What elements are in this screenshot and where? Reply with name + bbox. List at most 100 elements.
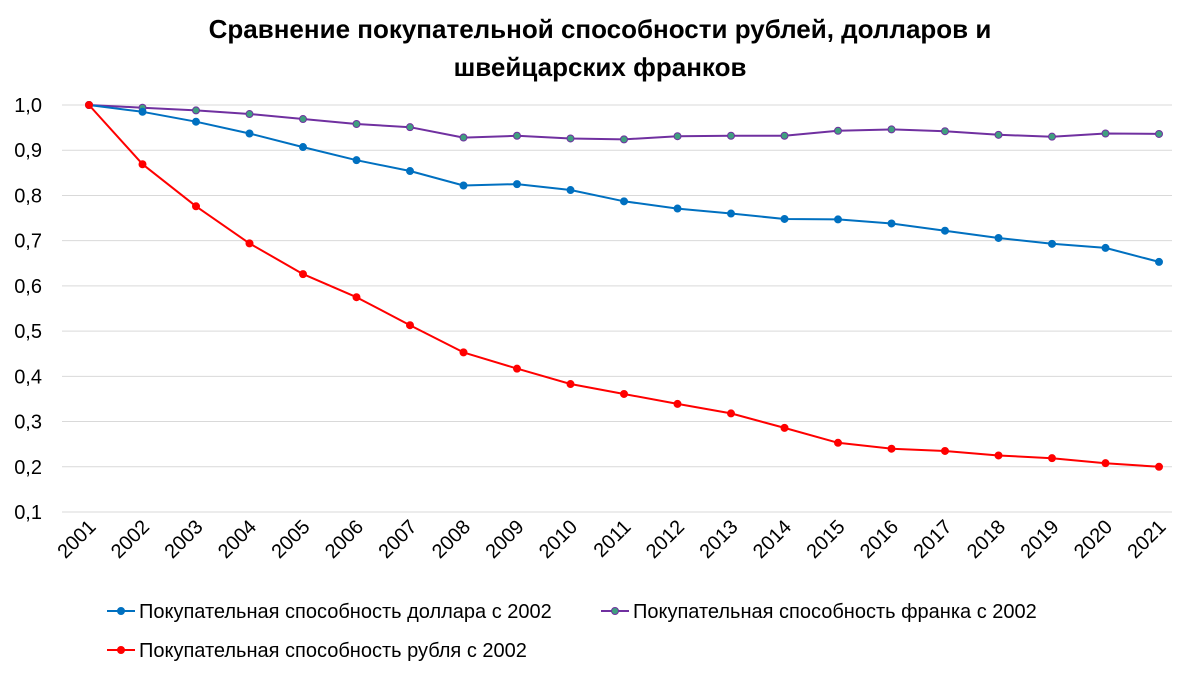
data-point — [621, 136, 628, 143]
y-tick-label: 0,9 — [14, 140, 42, 162]
data-point — [781, 132, 788, 139]
data-point — [1156, 463, 1163, 470]
chart-title-line-1: Сравнение покупательной способности рубл… — [209, 14, 992, 44]
gridlines — [62, 105, 1172, 512]
data-point — [300, 116, 307, 123]
y-tick-label: 1,0 — [14, 95, 42, 117]
x-tick-label: 2012 — [642, 516, 689, 563]
data-point — [835, 439, 842, 446]
legend-swatch-marker — [612, 608, 619, 615]
data-point — [781, 424, 788, 431]
data-point — [674, 205, 681, 212]
x-tick-label: 2003 — [161, 516, 208, 563]
y-tick-label: 0,4 — [14, 366, 42, 388]
data-point — [567, 135, 574, 142]
data-point — [888, 126, 895, 133]
x-tick-label: 2014 — [749, 516, 796, 563]
data-point — [246, 130, 253, 137]
data-point — [1102, 460, 1109, 467]
x-tick-label: 2010 — [535, 516, 582, 563]
y-tick-label: 0,7 — [14, 231, 42, 253]
x-tick-label: 2005 — [268, 516, 315, 563]
x-tick-label: 2009 — [482, 516, 529, 563]
data-point — [407, 168, 414, 175]
chart-title-line-2: швейцарских франков — [454, 52, 747, 82]
data-point — [995, 131, 1002, 138]
data-point — [567, 381, 574, 388]
data-point — [995, 452, 1002, 459]
data-point — [835, 127, 842, 134]
data-point — [246, 240, 253, 247]
data-point — [1156, 258, 1163, 265]
x-tick-label: 2004 — [214, 516, 261, 563]
legend: Покупательная способность доллара с 2002… — [107, 601, 1037, 662]
data-point — [1049, 455, 1056, 462]
data-point — [407, 322, 414, 329]
data-point — [193, 107, 200, 114]
y-tick-label: 0,1 — [14, 502, 42, 524]
x-tick-label: 2019 — [1017, 516, 1064, 563]
x-tick-label: 2007 — [375, 516, 422, 563]
data-point — [995, 234, 1002, 241]
data-point — [942, 447, 949, 454]
x-tick-label: 2006 — [321, 516, 368, 563]
y-tick-label: 0,6 — [14, 276, 42, 298]
legend-swatch-marker — [118, 608, 125, 615]
data-point — [514, 132, 521, 139]
y-tick-label: 0,3 — [14, 412, 42, 434]
data-point — [86, 102, 93, 109]
x-tick-label: 2001 — [54, 516, 101, 563]
chart: Сравнение покупательной способности рубл… — [0, 0, 1200, 675]
data-point — [621, 390, 628, 397]
data-point — [193, 118, 200, 125]
x-tick-label: 2015 — [803, 516, 850, 563]
legend-label: Покупательная способность рубля с 2002 — [139, 640, 527, 662]
data-point — [514, 365, 521, 372]
data-point — [246, 111, 253, 118]
data-point — [460, 182, 467, 189]
data-point — [353, 120, 360, 127]
data-point — [407, 124, 414, 131]
legend-swatch-marker — [118, 647, 125, 654]
data-point — [621, 198, 628, 205]
data-point — [674, 400, 681, 407]
x-tick-label: 2017 — [910, 516, 957, 563]
legend-label: Покупательная способность доллара с 2002 — [139, 601, 552, 623]
y-tick-label: 0,8 — [14, 185, 42, 207]
data-point — [300, 144, 307, 151]
y-tick-label: 0,5 — [14, 321, 42, 343]
data-point — [728, 132, 735, 139]
legend-label: Покупательная способность франка с 2002 — [633, 601, 1037, 623]
x-tick-label: 2002 — [107, 516, 154, 563]
data-point — [139, 161, 146, 168]
x-tick-label: 2011 — [590, 516, 636, 562]
data-point — [781, 215, 788, 222]
data-point — [460, 349, 467, 356]
x-tick-label: 2021 — [1124, 516, 1171, 563]
x-axis-ticks: 2001 2002 2003 2004 2005 2006 2007 2008 2009 2010… — [54, 516, 1171, 563]
data-point — [139, 108, 146, 115]
y-axis-ticks: 0,1 0,2 0,3 0,4 0,5 0,6 0,7 0,8 0,9 1,0 — [14, 95, 42, 524]
data-point — [888, 445, 895, 452]
data-point — [942, 128, 949, 135]
data-point — [567, 187, 574, 194]
data-point — [728, 410, 735, 417]
x-tick-label: 2013 — [696, 516, 743, 563]
data-point — [728, 210, 735, 217]
data-point — [942, 227, 949, 234]
data-point — [1049, 240, 1056, 247]
data-point — [1049, 133, 1056, 140]
data-point — [300, 271, 307, 278]
x-tick-label: 2020 — [1070, 516, 1117, 563]
data-point — [835, 216, 842, 223]
data-point — [193, 203, 200, 210]
data-point — [1156, 130, 1163, 137]
data-point — [460, 134, 467, 141]
data-point — [674, 133, 681, 140]
data-point — [1102, 244, 1109, 251]
x-tick-label: 2008 — [428, 516, 475, 563]
data-point — [353, 157, 360, 164]
data-point — [353, 294, 360, 301]
data-point — [888, 220, 895, 227]
x-tick-label: 2018 — [963, 516, 1010, 563]
